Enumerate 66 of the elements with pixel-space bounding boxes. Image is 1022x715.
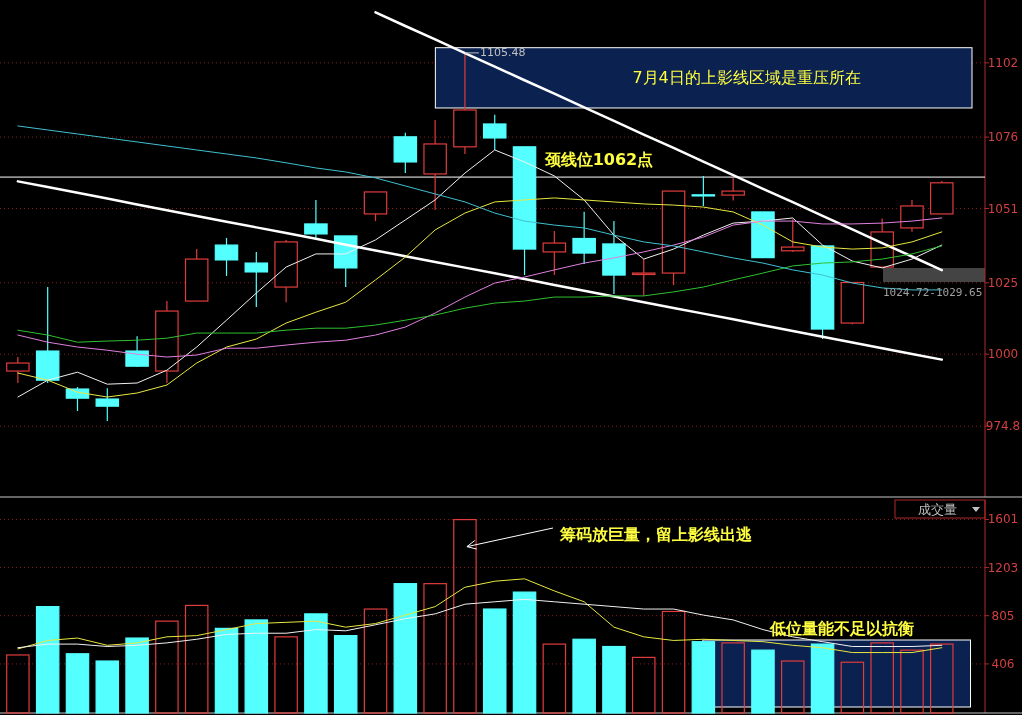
candlestick [721, 177, 745, 202]
bar [155, 620, 179, 714]
y-tick-label: 1025 [987, 275, 1019, 290]
bar [602, 645, 626, 714]
bar [95, 660, 120, 714]
bar [631, 656, 656, 714]
bar [840, 661, 865, 714]
line-series [17, 598, 943, 649]
annotation: 筹码放巨量，留上影线出逃 [559, 525, 752, 544]
bar [930, 643, 954, 714]
y-tick-label: 805 [991, 608, 1015, 623]
candlestick [542, 230, 567, 276]
bar [244, 619, 269, 714]
y-tick-label: 406 [991, 656, 1015, 671]
bar [482, 608, 507, 714]
bar [35, 606, 60, 714]
bar [542, 643, 567, 714]
annotation: 1105.48 [479, 46, 526, 60]
bar [423, 583, 447, 714]
candlestick [6, 356, 30, 384]
ref-line-label: 颈线位1062点 [543, 150, 654, 170]
bar [333, 635, 358, 714]
y-tick-label: 1051 [987, 201, 1019, 216]
bar [214, 627, 239, 714]
bar [453, 518, 477, 714]
candlestick [572, 211, 596, 265]
y-tick-label: 1102 [987, 55, 1019, 70]
y-tick-label: 1000 [987, 347, 1019, 362]
candlestick [780, 218, 805, 253]
y-tick-label: 1601 [987, 512, 1019, 527]
annotation: 低位量能不足以抗衡 [769, 619, 914, 638]
bar [691, 641, 716, 714]
bar [661, 610, 686, 714]
y-tick-label: 974.8 [985, 419, 1021, 434]
y-tick-label: 1203 [987, 560, 1019, 575]
candlestick [691, 175, 716, 207]
annotation: 1024.72-1029.65 [883, 285, 983, 299]
chart-title: 成交量 [917, 502, 957, 517]
bar [721, 642, 745, 714]
candlestick [244, 251, 269, 308]
bar [900, 649, 924, 714]
bar [393, 583, 418, 714]
candlestick [482, 114, 507, 151]
bar [870, 642, 894, 714]
band-label: 7月4日的上影线区域是重压所在 [632, 68, 861, 88]
bar [751, 649, 775, 714]
bar [512, 591, 537, 714]
candlestick [304, 199, 328, 239]
candlestick [363, 191, 388, 222]
bar [274, 636, 298, 714]
line-series [17, 578, 943, 654]
bar [780, 660, 805, 714]
bar [184, 604, 209, 714]
candlestick [900, 199, 924, 233]
bar [810, 643, 835, 714]
bar [6, 654, 30, 714]
bar [572, 638, 596, 714]
candlestick [125, 335, 149, 368]
bar [304, 613, 328, 714]
y-tick-label: 1076 [987, 130, 1019, 145]
bar [125, 637, 149, 714]
bar [65, 653, 90, 714]
candlestick [214, 237, 239, 277]
bar [363, 608, 388, 714]
candlestick [95, 387, 120, 422]
candlestick [631, 258, 656, 297]
